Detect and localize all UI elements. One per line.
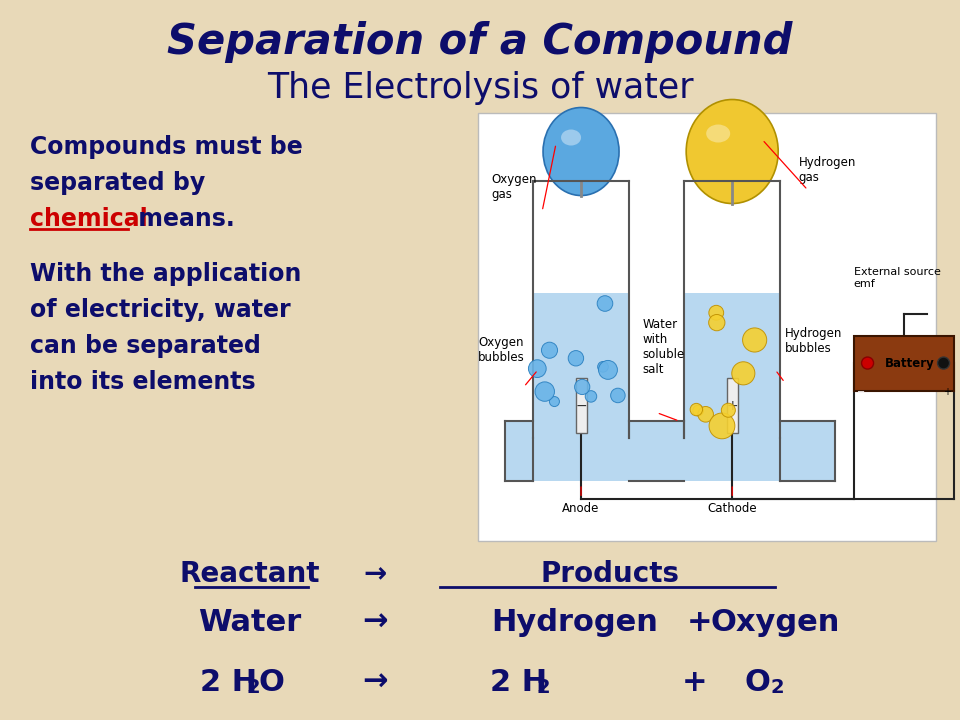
Ellipse shape (561, 130, 581, 145)
Text: can be separated: can be separated (30, 334, 261, 358)
Text: 2: 2 (536, 678, 550, 697)
Bar (576, 379, 587, 433)
Circle shape (938, 357, 949, 369)
Text: 2: 2 (246, 678, 259, 697)
Text: O: O (745, 668, 771, 697)
Text: Products: Products (540, 560, 680, 588)
Circle shape (586, 391, 597, 402)
Circle shape (861, 357, 874, 369)
Text: chemical: chemical (30, 207, 148, 231)
Circle shape (535, 382, 555, 401)
Bar (853, 336, 953, 390)
Circle shape (743, 328, 767, 352)
Text: The Electrolysis of water: The Electrolysis of water (267, 71, 693, 105)
Circle shape (528, 360, 546, 377)
Text: Water: Water (199, 608, 301, 637)
Bar (506, 421, 835, 481)
Text: Hydrogen
bubbles: Hydrogen bubbles (785, 327, 842, 355)
Bar (533, 293, 629, 438)
Text: Oxygen: Oxygen (710, 608, 840, 637)
Text: →: → (362, 608, 388, 637)
Text: means.: means. (130, 207, 235, 231)
Text: External source
emf: External source emf (853, 267, 941, 289)
Text: Water
with
soluble
salt: Water with soluble salt (643, 318, 685, 377)
Circle shape (690, 403, 703, 415)
Circle shape (597, 296, 612, 311)
Circle shape (709, 413, 734, 438)
Text: With the application: With the application (30, 262, 301, 286)
Circle shape (708, 315, 725, 330)
Circle shape (721, 403, 735, 418)
Circle shape (541, 342, 558, 359)
Text: Hydrogen
gas: Hydrogen gas (799, 156, 856, 184)
Text: +: + (683, 668, 708, 697)
Text: −: − (575, 399, 587, 413)
Text: Compounds must be: Compounds must be (30, 135, 302, 159)
Circle shape (575, 379, 589, 395)
Circle shape (698, 407, 713, 422)
Ellipse shape (686, 99, 779, 204)
Text: +: + (687, 608, 713, 637)
Text: Battery: Battery (885, 356, 934, 369)
Text: −: − (856, 387, 865, 397)
Text: Hydrogen: Hydrogen (492, 608, 659, 637)
Text: Reactant: Reactant (180, 560, 321, 588)
Text: +: + (727, 399, 738, 413)
Text: Cathode: Cathode (708, 503, 757, 516)
Text: 2: 2 (770, 678, 783, 697)
Bar (727, 379, 737, 433)
Text: Oxygen
bubbles: Oxygen bubbles (478, 336, 525, 364)
Circle shape (611, 388, 625, 402)
Text: of electricity, water: of electricity, water (30, 298, 291, 322)
Bar (684, 293, 780, 438)
Ellipse shape (543, 107, 619, 196)
Circle shape (549, 397, 560, 407)
Text: O: O (258, 668, 284, 697)
Circle shape (693, 405, 704, 416)
Ellipse shape (707, 125, 731, 143)
Text: →: → (362, 668, 388, 697)
Text: Anode: Anode (563, 503, 600, 516)
Text: 2 H: 2 H (200, 668, 257, 697)
Circle shape (598, 361, 617, 379)
Circle shape (708, 305, 724, 320)
Circle shape (598, 361, 609, 372)
Text: →: → (364, 560, 387, 588)
Circle shape (568, 351, 584, 366)
Text: 2 H: 2 H (490, 668, 547, 697)
Text: +: + (943, 387, 950, 397)
Text: Separation of a Compound: Separation of a Compound (167, 21, 793, 63)
Circle shape (732, 361, 755, 385)
Text: separated by: separated by (30, 171, 205, 195)
Text: Oxygen
gas: Oxygen gas (492, 173, 538, 201)
Text: into its elements: into its elements (30, 370, 255, 394)
Bar (478, 113, 936, 541)
